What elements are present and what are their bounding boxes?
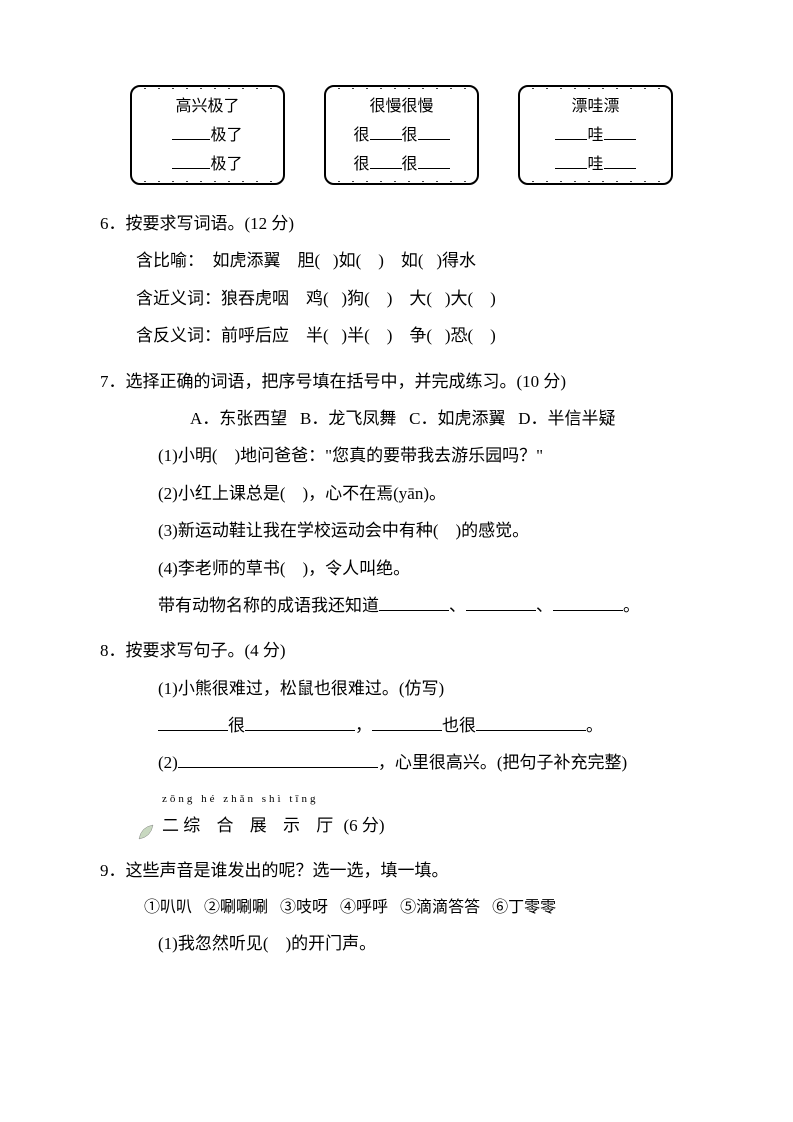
question-7: 7．选择正确的词语，把序号填在括号中，并完成练习。(10 分) A．东张西望 B… xyxy=(100,363,703,625)
box3-example: 漂哇漂 xyxy=(530,93,661,122)
q7-optA: A．东张西望 xyxy=(190,409,287,428)
q9-opt6: ⑥丁零零 xyxy=(492,899,556,916)
q6-r3-blank1[interactable]: 半( )半( ) xyxy=(306,326,392,345)
box1-blank1[interactable]: 极了 xyxy=(142,122,273,151)
box3-blank1[interactable]: 哇 xyxy=(530,122,661,151)
q6-title: 6．按要求写词语。(12 分) xyxy=(100,205,703,242)
q7-options: A．东张西望 B．龙飞凤舞 C．如虎添翼 D．半信半疑 xyxy=(100,400,703,437)
q9-opt1: ①叭叭 xyxy=(144,899,192,916)
q7-extra-blank1[interactable] xyxy=(379,594,449,611)
q6-row3: 含反义词：前呼后应 半( )半( ) 争( )恐( ) xyxy=(100,317,703,354)
question-6: 6．按要求写词语。(12 分) 含比喻： 如虎添翼 胆( )如( ) 如( )得… xyxy=(100,205,703,355)
q9-opt3: ③吱呀 xyxy=(280,899,328,916)
q7-extra: 带有动物名称的成语我还知道、、。 xyxy=(100,587,703,624)
q7-sub4: (4)李老师的草书( )，令人叫绝。 xyxy=(100,550,703,587)
question-8: 8．按要求写句子。(4 分) (1)小熊很难过，松鼠也很难过。(仿写) 很，也很… xyxy=(100,632,703,782)
q8-s2-blank[interactable] xyxy=(178,751,378,768)
section-2-num: 二 xyxy=(162,816,179,835)
q7-s4-blank[interactable] xyxy=(285,559,302,578)
q7-s3-blank[interactable] xyxy=(438,521,455,540)
q6-r2-blank2[interactable]: 大( )大( ) xyxy=(409,289,495,308)
q7-optB: B．龙飞凤舞 xyxy=(300,409,396,428)
q6-r2-blank1[interactable]: 鸡( )狗( ) xyxy=(306,289,392,308)
section-2-pinyin: zōng hé zhǎn shì tīng xyxy=(162,794,385,805)
q9-s1-blank[interactable] xyxy=(268,934,285,953)
q9-opt5: ⑤滴滴答答 xyxy=(400,899,480,916)
box3-blank2[interactable]: 哇 xyxy=(530,151,661,180)
q9-sub1: (1)我忽然听见( )的开门声。 xyxy=(100,925,703,962)
pattern-box-2: 很慢很慢 很很 很很 xyxy=(324,85,479,185)
q8-s1-blank1[interactable] xyxy=(158,714,228,731)
section-2-header: zōng hé zhǎn shì tīng 二 综 合 展 示 厅 (6 分) xyxy=(100,794,703,844)
q6-r1-blank2[interactable]: 如( )得水 xyxy=(401,251,476,270)
section-2-title: 综 合 展 示 厅 xyxy=(183,816,339,835)
q8-sub1: (1)小熊很难过，松鼠也很难过。(仿写) xyxy=(100,670,703,707)
q9-opt4: ④呼呼 xyxy=(340,899,388,916)
q7-optC: C．如虎添翼 xyxy=(409,409,505,428)
q8-s1-blank3[interactable] xyxy=(372,714,442,731)
question-9: 9．这些声音是谁发出的呢？选一选，填一填。 ①叭叭 ②唰唰唰 ③吱呀 ④呼呼 ⑤… xyxy=(100,852,703,962)
q7-s1-blank[interactable] xyxy=(217,446,234,465)
leaf-icon xyxy=(136,822,156,842)
pattern-boxes-row: 高兴极了 极了 极了 很慢很慢 很很 很很 漂哇漂 哇 哇 xyxy=(100,85,703,185)
box1-blank2[interactable]: 极了 xyxy=(142,151,273,180)
section-2-points: (6 分) xyxy=(344,816,385,835)
q6-r1-blank1[interactable]: 胆( )如( ) xyxy=(298,251,384,270)
q6-row1: 含比喻： 如虎添翼 胆( )如( ) 如( )得水 xyxy=(100,242,703,279)
box1-example: 高兴极了 xyxy=(142,93,273,122)
q7-optD: D．半信半疑 xyxy=(518,409,615,428)
box2-blank1[interactable]: 很很 xyxy=(336,122,467,151)
pattern-box-1: 高兴极了 极了 极了 xyxy=(130,85,285,185)
q8-s1-blank2[interactable] xyxy=(245,714,355,731)
q7-sub2: (2)小红上课总是( )，心不在焉(yān)。 xyxy=(100,475,703,512)
box2-blank2[interactable]: 很很 xyxy=(336,151,467,180)
q8-sub1-blanks: 很，也很。 xyxy=(100,707,703,744)
pattern-box-3: 漂哇漂 哇 哇 xyxy=(518,85,673,185)
q6-r3-blank2[interactable]: 争( )恐( ) xyxy=(409,326,495,345)
q9-options: ①叭叭 ②唰唰唰 ③吱呀 ④呼呼 ⑤滴滴答答 ⑥丁零零 xyxy=(100,890,703,925)
q7-sub3: (3)新运动鞋让我在学校运动会中有种( )的感觉。 xyxy=(100,512,703,549)
box2-example: 很慢很慢 xyxy=(336,93,467,122)
q7-sub1: (1)小明( )地问爸爸："您真的要带我去游乐园吗？" xyxy=(100,437,703,474)
q8-s1-blank4[interactable] xyxy=(476,714,586,731)
q9-title: 9．这些声音是谁发出的呢？选一选，填一填。 xyxy=(100,852,703,889)
q8-title: 8．按要求写句子。(4 分) xyxy=(100,632,703,669)
q9-opt2: ②唰唰唰 xyxy=(204,899,268,916)
q8-sub2: (2)，心里很高兴。(把句子补充完整) xyxy=(100,744,703,781)
q6-row2: 含近义词：狼吞虎咽 鸡( )狗( ) 大( )大( ) xyxy=(100,280,703,317)
q7-s2-blank[interactable] xyxy=(285,484,302,503)
q7-extra-blank3[interactable] xyxy=(553,594,623,611)
q7-extra-blank2[interactable] xyxy=(466,594,536,611)
q7-title: 7．选择正确的词语，把序号填在括号中，并完成练习。(10 分) xyxy=(100,363,703,400)
